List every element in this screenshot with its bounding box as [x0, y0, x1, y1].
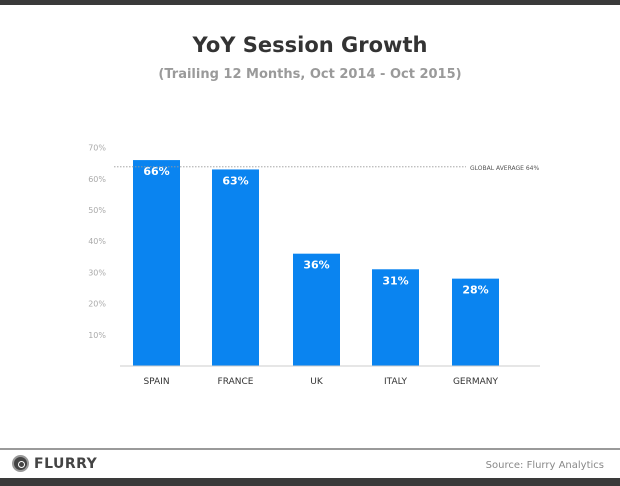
x-tick-label: ITALY: [384, 377, 407, 387]
y-tick-label: 60%: [88, 175, 106, 184]
y-tick-label: 70%: [88, 144, 106, 153]
x-tick-label: FRANCE: [218, 377, 254, 387]
bar-spain: [133, 160, 180, 366]
bar-germany: [452, 278, 499, 366]
y-tick-label: 40%: [88, 237, 106, 246]
bar-italy: [372, 269, 419, 366]
x-tick-label: UK: [310, 377, 324, 387]
data-label: 36%: [303, 259, 329, 272]
x-tick-label: SPAIN: [143, 377, 169, 387]
data-label: 31%: [382, 274, 408, 287]
source-note: Source: Flurry Analytics: [485, 460, 604, 471]
bar-france: [212, 169, 259, 366]
global-average-label: GLOBAL AVERAGE 64%: [470, 165, 539, 172]
y-tick-label: 30%: [88, 268, 106, 277]
chart-subtitle: (Trailing 12 Months, Oct 2014 - Oct 2015…: [158, 67, 462, 82]
bottom-border: [0, 478, 620, 486]
top-border: [0, 0, 620, 5]
chart-title: YoY Session Growth: [192, 33, 428, 57]
brand-name: FLURRY: [34, 455, 98, 472]
flurry-logo-icon: [12, 455, 29, 472]
y-tick-label: 10%: [88, 331, 106, 340]
data-label: 63%: [222, 174, 248, 187]
data-label: 28%: [462, 284, 488, 297]
bar-chart: 10% 20% 30% 40% 50% 60% 70% 66% SPAIN 63% FRANCE 36…: [88, 144, 540, 387]
x-tick-label: GERMANY: [453, 377, 499, 387]
footer-divider: [0, 448, 620, 450]
y-tick-label: 50%: [88, 206, 106, 215]
bar-uk: [293, 253, 340, 366]
y-tick-label: 20%: [88, 300, 106, 309]
flurry-logo: FLURRY: [12, 455, 97, 472]
data-label: 66%: [143, 165, 169, 178]
